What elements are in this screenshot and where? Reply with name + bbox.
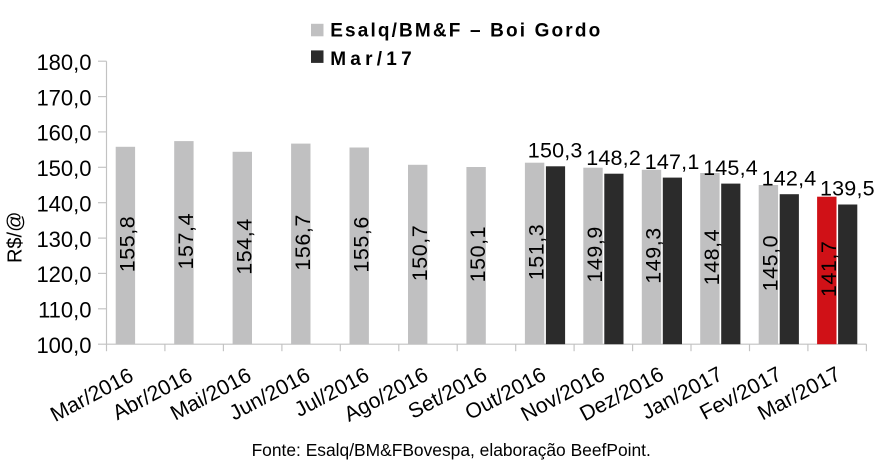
svg-text:Esalq/BM&F – Boi Gordo: Esalq/BM&F – Boi Gordo xyxy=(330,20,602,41)
svg-text:150,3: 150,3 xyxy=(528,139,583,163)
svg-text:120,0: 120,0 xyxy=(36,262,91,287)
svg-text:140,0: 140,0 xyxy=(36,191,91,216)
svg-text:149,3: 149,3 xyxy=(642,227,666,284)
svg-text:149,9: 149,9 xyxy=(583,226,607,283)
svg-text:145,4: 145,4 xyxy=(703,156,758,180)
svg-text:150,1: 150,1 xyxy=(466,226,490,283)
svg-text:148,4: 148,4 xyxy=(700,229,724,286)
svg-text:130,0: 130,0 xyxy=(36,227,91,252)
svg-text:139,5: 139,5 xyxy=(820,177,875,201)
svg-text:145,0: 145,0 xyxy=(759,235,783,292)
svg-text:142,4: 142,4 xyxy=(762,166,817,190)
svg-text:157,4: 157,4 xyxy=(174,213,198,270)
svg-text:147,1: 147,1 xyxy=(645,150,700,174)
svg-text:Fonte: Esalq/BM&FBovespa, elab: Fonte: Esalq/BM&FBovespa, elaboração Bee… xyxy=(252,440,651,460)
svg-text:141,7: 141,7 xyxy=(817,241,841,298)
svg-text:148,2: 148,2 xyxy=(586,146,641,170)
svg-text:150,7: 150,7 xyxy=(408,225,432,282)
svg-text:110,0: 110,0 xyxy=(38,298,91,323)
svg-text:180,0: 180,0 xyxy=(36,50,91,75)
svg-text:154,4: 154,4 xyxy=(232,218,256,275)
svg-text:160,0: 160,0 xyxy=(36,121,91,146)
svg-text:170,0: 170,0 xyxy=(36,85,91,110)
svg-text:155,8: 155,8 xyxy=(116,216,140,273)
svg-text:155,6: 155,6 xyxy=(349,216,373,273)
svg-text:100,0: 100,0 xyxy=(36,333,91,358)
svg-text:R$/@: R$/@ xyxy=(5,212,27,263)
svg-text:150,0: 150,0 xyxy=(36,156,91,181)
svg-text:Mar/17: Mar/17 xyxy=(330,49,416,70)
svg-text:156,7: 156,7 xyxy=(291,214,315,271)
svg-text:151,3: 151,3 xyxy=(525,224,549,281)
